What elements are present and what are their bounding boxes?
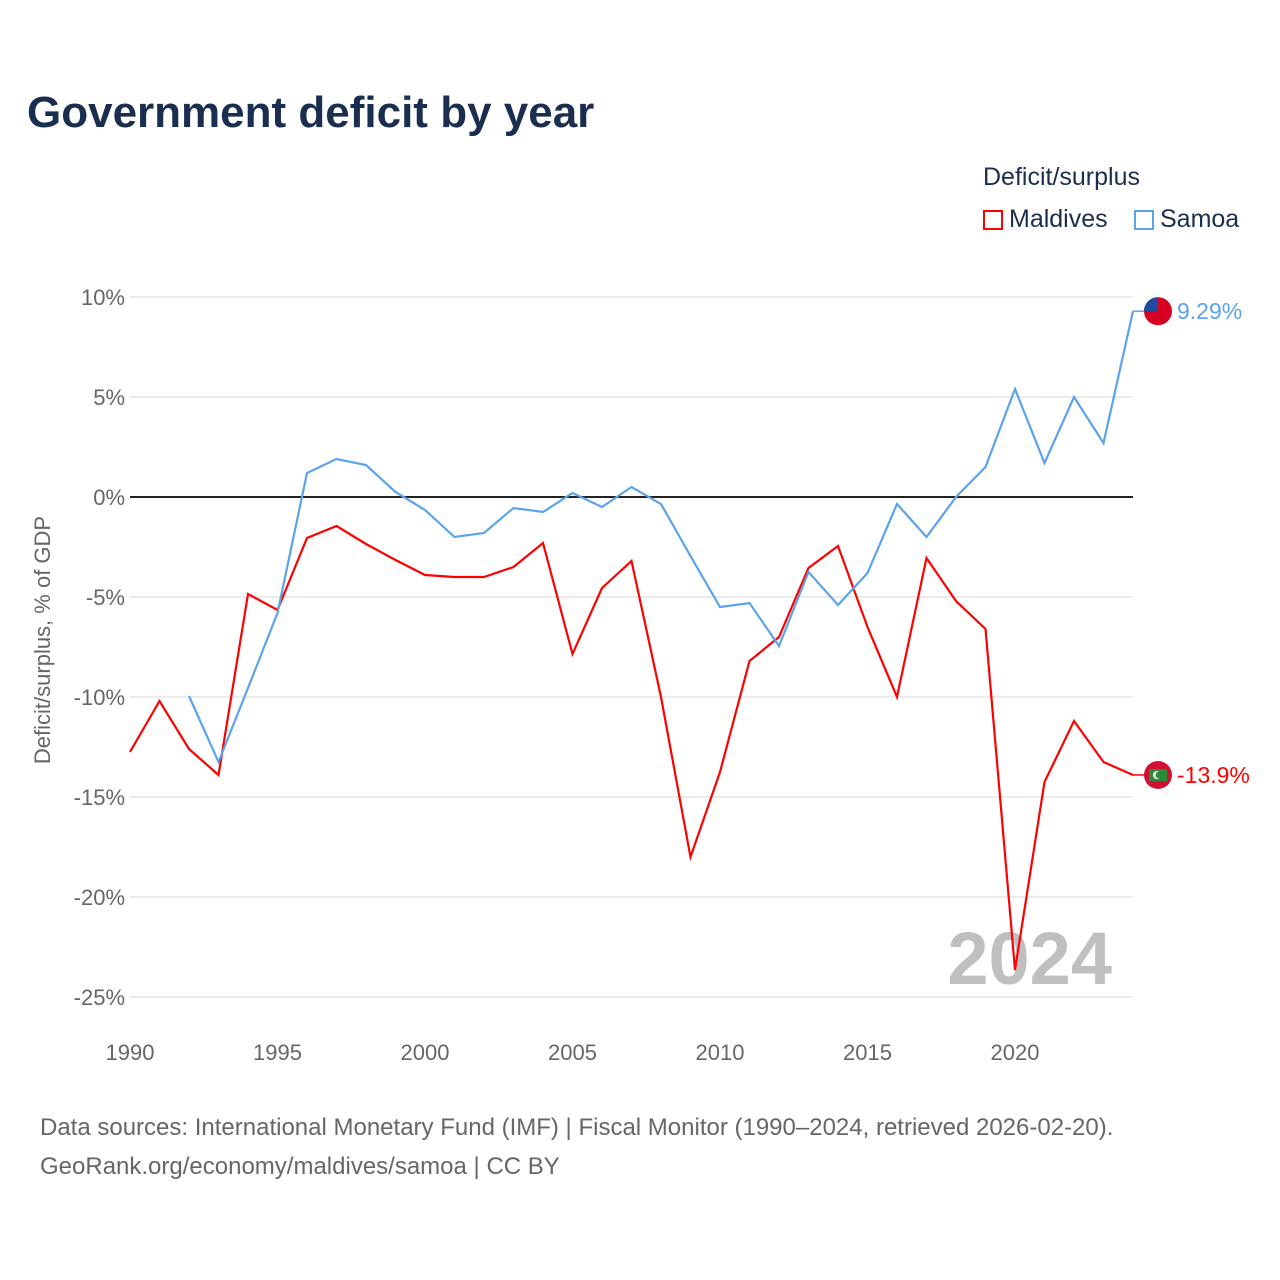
y-tick-label: 10% <box>81 285 125 310</box>
series-line-samoa <box>187 310 1135 765</box>
x-tick-label: 2020 <box>991 1040 1040 1065</box>
x-tick-label: 1995 <box>253 1040 302 1065</box>
flag-canton <box>1144 297 1158 312</box>
y-tick-label: 5% <box>93 385 125 410</box>
y-tick-label: 0% <box>93 485 125 510</box>
legend-swatch-samoa <box>1134 209 1154 230</box>
legend-swatch-maldives <box>983 209 1003 230</box>
flag-crescent-cut <box>1155 771 1163 779</box>
legend-label: Maldives <box>1009 205 1108 233</box>
y-tick-label: -20% <box>74 885 125 910</box>
y-tick-label: -5% <box>86 585 125 610</box>
footer: Data sources: International Monetary Fun… <box>40 1108 1113 1186</box>
chart-title: Government deficit by year <box>27 88 595 137</box>
end-value-label-samoa: 9.29% <box>1177 298 1242 324</box>
legend-item-maldives[interactable]: Maldives <box>983 205 1108 234</box>
end-value-label-maldives: -13.9% <box>1177 762 1250 788</box>
legend-title: Deficit/surplus <box>983 163 1140 191</box>
series-line-maldives <box>129 524 1134 971</box>
y-axis-label: Deficit/surplus, % of GDP <box>30 516 55 764</box>
legend-item-samoa[interactable]: Samoa <box>1134 205 1239 234</box>
source-link[interactable]: GeoRank.org/economy/maldives/samoa | CC … <box>40 1153 560 1180</box>
x-tick-label: 2010 <box>696 1040 745 1065</box>
y-tick-label: -10% <box>74 685 125 710</box>
x-tick-label: 2005 <box>548 1040 597 1065</box>
x-tick-label: 2000 <box>401 1040 450 1065</box>
year-watermark: 2024 <box>947 917 1112 1000</box>
x-tick-label: 2015 <box>843 1040 892 1065</box>
legend-label: Samoa <box>1160 205 1240 233</box>
y-tick-label: -25% <box>74 985 125 1010</box>
data-source-text: Data sources: International Monetary Fun… <box>40 1114 1114 1141</box>
x-tick-label: 1990 <box>106 1040 155 1065</box>
y-tick-label: -15% <box>74 785 125 810</box>
